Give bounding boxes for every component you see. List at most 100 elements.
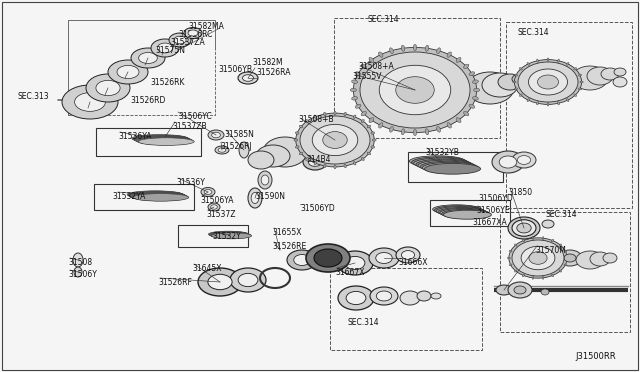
Ellipse shape bbox=[138, 138, 195, 145]
Text: 31506Y: 31506Y bbox=[68, 270, 97, 279]
Ellipse shape bbox=[536, 59, 539, 62]
Ellipse shape bbox=[263, 137, 307, 167]
Ellipse shape bbox=[361, 112, 367, 116]
Ellipse shape bbox=[212, 233, 252, 239]
Ellipse shape bbox=[334, 111, 336, 115]
Text: 31536Y: 31536Y bbox=[176, 178, 205, 187]
Ellipse shape bbox=[542, 220, 554, 228]
Ellipse shape bbox=[414, 158, 470, 169]
Ellipse shape bbox=[361, 64, 367, 68]
Ellipse shape bbox=[614, 68, 626, 76]
Ellipse shape bbox=[542, 276, 544, 279]
Ellipse shape bbox=[456, 57, 461, 62]
Ellipse shape bbox=[210, 232, 250, 238]
Ellipse shape bbox=[547, 103, 549, 106]
Ellipse shape bbox=[413, 44, 417, 51]
Ellipse shape bbox=[547, 58, 549, 61]
Ellipse shape bbox=[238, 273, 258, 286]
Ellipse shape bbox=[527, 99, 529, 102]
Ellipse shape bbox=[188, 30, 198, 36]
Ellipse shape bbox=[136, 137, 193, 145]
Ellipse shape bbox=[552, 274, 554, 277]
Ellipse shape bbox=[295, 146, 299, 148]
Text: 31526RA: 31526RA bbox=[256, 68, 291, 77]
Text: 31582M: 31582M bbox=[252, 58, 283, 67]
Ellipse shape bbox=[108, 60, 148, 84]
Ellipse shape bbox=[512, 220, 536, 236]
Ellipse shape bbox=[509, 250, 512, 252]
Ellipse shape bbox=[300, 116, 370, 164]
Ellipse shape bbox=[431, 293, 441, 299]
Ellipse shape bbox=[590, 252, 610, 266]
Ellipse shape bbox=[401, 251, 415, 259]
Ellipse shape bbox=[132, 135, 188, 142]
Text: 31537Z: 31537Z bbox=[206, 210, 236, 219]
Ellipse shape bbox=[117, 65, 139, 78]
Ellipse shape bbox=[390, 48, 394, 54]
Ellipse shape bbox=[136, 137, 192, 144]
Ellipse shape bbox=[416, 159, 472, 170]
Ellipse shape bbox=[369, 57, 374, 62]
Ellipse shape bbox=[239, 142, 249, 158]
Ellipse shape bbox=[542, 237, 544, 240]
Bar bbox=[408, 152, 503, 182]
Text: 31570M: 31570M bbox=[535, 246, 566, 255]
Ellipse shape bbox=[370, 287, 398, 305]
Ellipse shape bbox=[135, 136, 191, 144]
Ellipse shape bbox=[518, 62, 578, 102]
Ellipse shape bbox=[529, 252, 547, 264]
Ellipse shape bbox=[258, 171, 272, 189]
Ellipse shape bbox=[355, 72, 361, 76]
Ellipse shape bbox=[174, 36, 186, 44]
Ellipse shape bbox=[256, 145, 290, 167]
Ellipse shape bbox=[306, 119, 309, 122]
Ellipse shape bbox=[211, 232, 250, 238]
Text: 31508+B: 31508+B bbox=[298, 115, 333, 124]
Ellipse shape bbox=[355, 104, 361, 108]
Ellipse shape bbox=[346, 291, 366, 305]
Ellipse shape bbox=[390, 126, 394, 132]
Text: 31537ZB: 31537ZB bbox=[172, 122, 207, 131]
Text: 31506YD: 31506YD bbox=[478, 194, 513, 203]
Ellipse shape bbox=[151, 39, 179, 57]
Ellipse shape bbox=[509, 264, 512, 266]
Ellipse shape bbox=[198, 268, 242, 296]
Text: 31508: 31508 bbox=[68, 258, 92, 267]
Ellipse shape bbox=[306, 157, 309, 161]
Ellipse shape bbox=[601, 68, 619, 80]
Ellipse shape bbox=[557, 59, 559, 62]
Text: 31526RD: 31526RD bbox=[130, 96, 165, 105]
Ellipse shape bbox=[201, 187, 215, 196]
Ellipse shape bbox=[353, 161, 356, 165]
Text: 31526RC: 31526RC bbox=[178, 30, 212, 39]
Text: 31532YA: 31532YA bbox=[112, 192, 145, 201]
Ellipse shape bbox=[438, 208, 486, 217]
Ellipse shape bbox=[238, 72, 258, 84]
Ellipse shape bbox=[512, 240, 564, 276]
Ellipse shape bbox=[294, 254, 310, 266]
Ellipse shape bbox=[521, 246, 555, 270]
Text: 31526RF: 31526RF bbox=[158, 278, 192, 287]
Ellipse shape bbox=[474, 88, 479, 92]
Ellipse shape bbox=[515, 244, 517, 246]
Ellipse shape bbox=[456, 118, 461, 122]
Ellipse shape bbox=[371, 146, 375, 148]
Ellipse shape bbox=[380, 65, 451, 115]
Text: 31585N: 31585N bbox=[224, 130, 254, 139]
Ellipse shape bbox=[131, 192, 186, 200]
Ellipse shape bbox=[96, 80, 120, 96]
Text: SEC.313: SEC.313 bbox=[18, 92, 50, 101]
Ellipse shape bbox=[433, 205, 481, 214]
Ellipse shape bbox=[251, 192, 259, 203]
Ellipse shape bbox=[422, 162, 479, 173]
Ellipse shape bbox=[133, 135, 189, 143]
Ellipse shape bbox=[86, 74, 130, 102]
Ellipse shape bbox=[515, 74, 518, 76]
Ellipse shape bbox=[361, 157, 364, 161]
Text: 31555V: 31555V bbox=[352, 72, 381, 81]
Text: SEC.314: SEC.314 bbox=[368, 15, 399, 24]
Ellipse shape bbox=[566, 257, 568, 259]
Ellipse shape bbox=[469, 104, 475, 108]
Ellipse shape bbox=[396, 247, 420, 263]
Ellipse shape bbox=[532, 276, 534, 279]
